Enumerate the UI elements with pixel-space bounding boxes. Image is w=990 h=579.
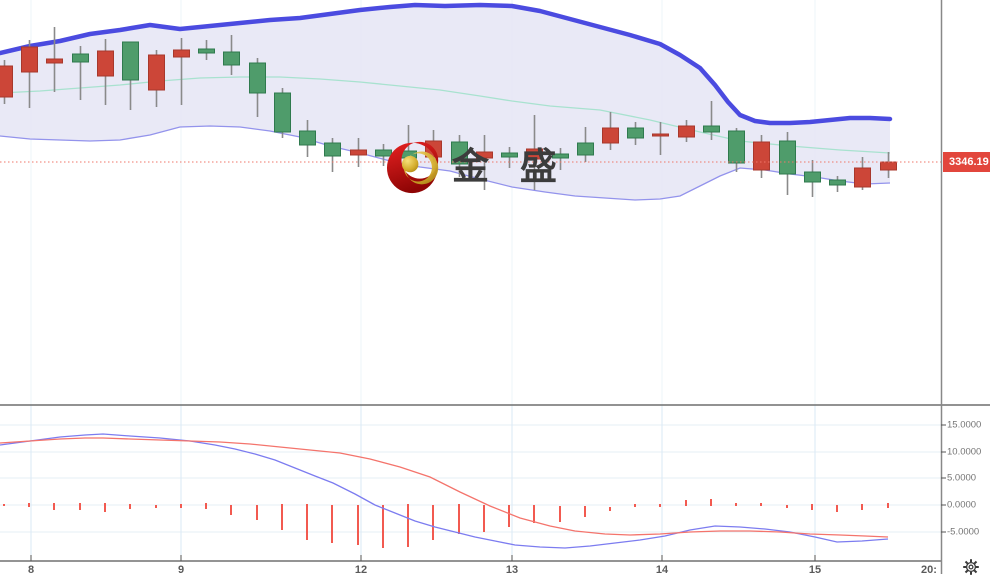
x-axis-label: 14 bbox=[655, 564, 669, 576]
candle-body bbox=[0, 65, 13, 98]
candle-body bbox=[779, 140, 796, 175]
macd-histogram-bar bbox=[357, 505, 359, 545]
macd-histogram-bar bbox=[3, 504, 5, 506]
candle-body bbox=[451, 141, 468, 165]
macd-histogram-bar bbox=[786, 505, 788, 508]
macd-histogram-bar bbox=[28, 503, 30, 507]
macd-histogram-bar bbox=[559, 506, 561, 522]
macd-histogram-bar bbox=[407, 504, 409, 547]
candle-body bbox=[148, 54, 165, 91]
x-axis-label: 9 bbox=[177, 564, 185, 576]
macd-histogram-bar bbox=[685, 500, 687, 506]
y-axis-label: 15.0000 bbox=[947, 419, 982, 431]
y-axis-label: 0.0000 bbox=[947, 499, 977, 511]
macd-histogram-bar bbox=[811, 504, 813, 510]
bollinger-middle-line bbox=[0, 76, 891, 154]
x-axis-label: 15 bbox=[808, 564, 822, 576]
candle-body bbox=[122, 41, 139, 81]
macd-histogram-bar bbox=[659, 504, 661, 507]
macd-histogram-bar bbox=[458, 504, 460, 534]
candle-body bbox=[198, 48, 215, 54]
candle-body bbox=[501, 152, 518, 158]
candle-body bbox=[21, 46, 38, 73]
candle-body bbox=[72, 53, 89, 63]
macd-histogram-bar bbox=[861, 504, 863, 510]
candle-body bbox=[476, 151, 493, 159]
candle-body bbox=[425, 140, 442, 158]
macd-histogram-bar bbox=[331, 505, 333, 543]
candle-body bbox=[299, 130, 316, 146]
candle-body bbox=[753, 141, 770, 171]
macd-histogram-bar bbox=[760, 503, 762, 506]
macd-histogram-bar bbox=[609, 507, 611, 511]
gear-icon bbox=[963, 559, 979, 575]
candle-body bbox=[223, 51, 240, 66]
y-axis-label: 10.0000 bbox=[947, 446, 982, 458]
x-axis-label: 20: bbox=[921, 564, 937, 576]
macd-histogram-bar bbox=[104, 503, 106, 512]
candle-body bbox=[526, 148, 543, 160]
candle-body bbox=[97, 50, 114, 77]
macd-histogram-bar bbox=[53, 503, 55, 510]
x-axis-label: 13 bbox=[505, 564, 519, 576]
macd-histogram-bar bbox=[432, 505, 434, 540]
macd-histogram-bar bbox=[710, 499, 712, 506]
candle-body bbox=[46, 58, 63, 64]
candle-body bbox=[552, 153, 569, 159]
candle-body bbox=[678, 125, 695, 138]
candle-body bbox=[173, 49, 190, 58]
candle-body bbox=[854, 167, 871, 188]
bollinger-band-fill bbox=[0, 5, 890, 200]
candle-body bbox=[350, 149, 367, 156]
candle-body bbox=[703, 125, 720, 133]
macd-histogram-bar bbox=[306, 504, 308, 540]
macd-histogram-bar bbox=[533, 505, 535, 523]
macd-histogram-bar bbox=[155, 505, 157, 508]
macd-line bbox=[0, 433, 889, 549]
candle-body bbox=[652, 133, 669, 137]
candle-body bbox=[602, 127, 619, 144]
macd-histogram-bar bbox=[634, 504, 636, 507]
macd-histogram-bar bbox=[256, 505, 258, 520]
macd-histogram-bar bbox=[382, 505, 384, 548]
candle-body bbox=[829, 179, 846, 186]
candle-body bbox=[375, 149, 392, 157]
macd-histogram-bar bbox=[735, 503, 737, 506]
bollinger-upper-line bbox=[0, 2, 893, 126]
macd-histogram-bar bbox=[79, 503, 81, 510]
macd-histogram-bar bbox=[281, 504, 283, 530]
macd-histogram-bar bbox=[887, 503, 889, 508]
current-price-badge: 3346.19 bbox=[943, 152, 990, 172]
y-axis-label: 5.0000 bbox=[947, 472, 977, 484]
macd-histogram-bar bbox=[508, 505, 510, 527]
candle-body bbox=[324, 142, 341, 157]
candle-body bbox=[804, 171, 821, 183]
macd-histogram-bar bbox=[836, 505, 838, 512]
macd-histogram-bar bbox=[584, 506, 586, 517]
settings-button[interactable] bbox=[960, 556, 982, 578]
candle-body bbox=[627, 127, 644, 139]
macd-signal-line bbox=[0, 437, 889, 538]
candle-body bbox=[400, 150, 417, 159]
macd-histogram-bar bbox=[230, 505, 232, 515]
macd-histogram-bar bbox=[129, 504, 131, 509]
macd-histogram-bar bbox=[205, 503, 207, 509]
candle-body bbox=[249, 62, 266, 94]
candle-body bbox=[274, 92, 291, 133]
current-price-value: 3346.19 bbox=[949, 156, 989, 168]
candle-body bbox=[577, 142, 594, 156]
candle-body bbox=[880, 161, 897, 171]
x-axis-label: 8 bbox=[27, 564, 35, 576]
x-axis-label: 12 bbox=[354, 564, 368, 576]
macd-histogram-bar bbox=[180, 504, 182, 508]
macd-histogram-bar bbox=[483, 505, 485, 532]
y-axis-label: -5.0000 bbox=[947, 526, 980, 538]
candle-body bbox=[728, 130, 745, 164]
